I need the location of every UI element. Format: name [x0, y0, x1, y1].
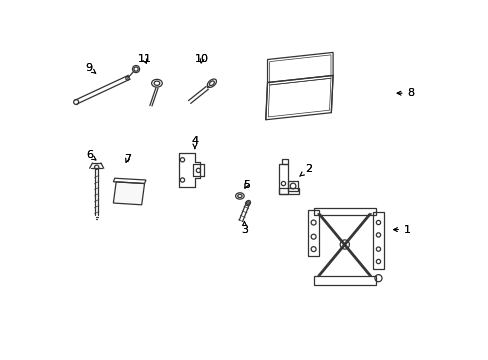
Text: 8: 8: [396, 88, 414, 98]
Text: 11: 11: [137, 54, 151, 64]
Bar: [279, 164, 287, 194]
Bar: [281, 159, 287, 164]
Text: 4: 4: [191, 136, 198, 149]
Text: 2: 2: [299, 165, 311, 176]
Text: 10: 10: [195, 54, 208, 64]
Text: 5: 5: [242, 180, 249, 190]
Text: 11: 11: [137, 54, 151, 64]
Text: 3: 3: [241, 221, 247, 235]
Bar: [313, 208, 375, 215]
Text: 5: 5: [242, 180, 249, 190]
Text: 3: 3: [241, 221, 247, 235]
Bar: [287, 181, 297, 192]
Text: 2: 2: [299, 165, 311, 176]
Text: 1: 1: [393, 225, 410, 235]
Text: 4: 4: [191, 136, 198, 149]
Text: 9: 9: [85, 63, 96, 73]
Bar: [372, 212, 383, 269]
Text: 10: 10: [195, 54, 208, 64]
Text: 1: 1: [393, 225, 410, 235]
Text: 6: 6: [85, 150, 96, 160]
Text: 7: 7: [124, 154, 131, 164]
Bar: [313, 276, 375, 284]
Bar: [279, 188, 298, 194]
Polygon shape: [113, 182, 144, 205]
Text: 7: 7: [124, 154, 131, 164]
Text: 8: 8: [396, 88, 414, 98]
Text: 6: 6: [85, 150, 96, 160]
Text: 9: 9: [85, 63, 96, 73]
Bar: [307, 210, 318, 256]
